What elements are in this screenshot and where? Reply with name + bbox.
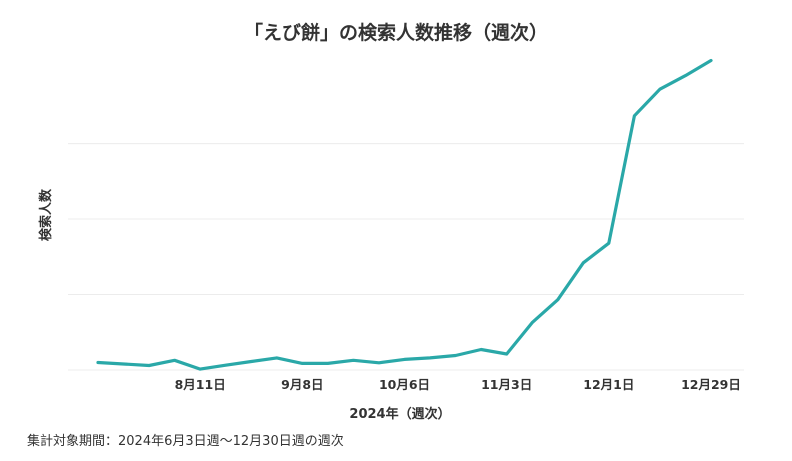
x-tick-label: 10月6日 xyxy=(379,377,430,392)
x-tick-label: 12月29日 xyxy=(681,377,741,392)
x-tick-label: 8月11日 xyxy=(175,377,226,392)
x-axis-label: 2024年（週次） xyxy=(349,406,450,422)
x-tick-label: 12月1日 xyxy=(583,377,634,392)
chart-title: 「えび餅」の検索人数推移（週次） xyxy=(244,21,548,44)
y-axis-label: 検索人数 xyxy=(38,188,54,241)
x-tick-label: 9月8日 xyxy=(281,377,323,392)
grid xyxy=(68,143,744,371)
x-axis-ticks: 8月11日 9月8日 10月6日 11月3日 12月1日 12月29日 xyxy=(175,377,741,392)
footnote: 集計対象期間：2024年6月3日週〜12月30日週の週次 xyxy=(27,433,344,449)
x-tick-label: 11月3日 xyxy=(481,377,532,392)
series-line xyxy=(96,58,713,371)
